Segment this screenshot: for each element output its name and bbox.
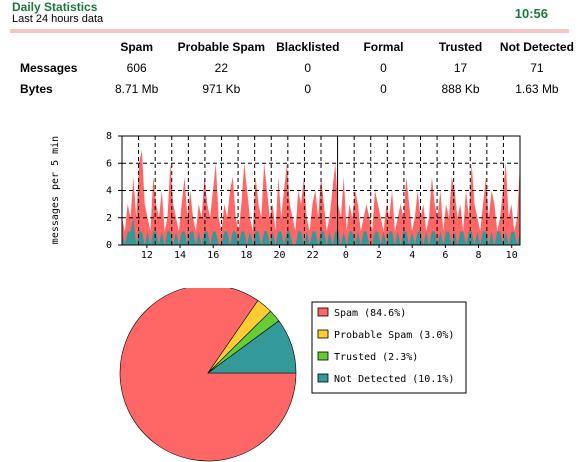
col-probable-spam: Probable Spam <box>177 39 266 54</box>
col-formal: Formal <box>363 39 404 54</box>
series-area-1 <box>122 217 520 245</box>
row-label-bytes: Bytes <box>20 81 53 96</box>
y-tick-label: 6 <box>106 158 112 169</box>
cell-value: 971 Kb <box>202 81 241 96</box>
x-tick-label: 4 <box>409 250 415 261</box>
col-trusted: Trusted <box>438 39 483 54</box>
y-axis-label: messages per 5 min <box>50 136 61 244</box>
x-tick-label: 10 <box>506 250 518 261</box>
page-title: Daily Statistics <box>12 0 98 14</box>
table-row: Bytes 8.71 Mb 971 Kb 0 0 888 Kb 1.63 Mb <box>12 78 580 99</box>
x-tick-label: 0 <box>343 250 349 261</box>
legend-swatch <box>317 329 329 339</box>
x-tick-label: 8 <box>476 250 482 261</box>
pie-slice-0 <box>119 288 297 462</box>
pie-legend: Spam (84.6%) Probable Spam (3.0%) Trusted … <box>311 301 467 394</box>
x-tick-label: 2 <box>376 250 382 261</box>
legend-swatch <box>317 351 329 361</box>
stats-corner <box>12 36 106 57</box>
y-tick-label: 4 <box>106 186 112 197</box>
chart-grid <box>122 136 520 245</box>
x-tick-label: 6 <box>442 250 448 261</box>
stats-header-row: Spam Probable Spam Blacklisted Formal Tr… <box>12 36 580 57</box>
legend-swatch <box>317 307 329 317</box>
header-divider <box>10 29 569 33</box>
category-pie-chart: Spam (84.6%) Probable Spam (3.0%) Trusted … <box>119 288 467 462</box>
table-row: Messages 606 22 0 0 17 71 <box>12 57 580 78</box>
clock-time: 10:56 <box>514 6 548 21</box>
y-tick-label: 8 <box>106 131 112 142</box>
x-tick-label: 18 <box>240 250 252 261</box>
pie-slices <box>119 288 297 462</box>
legend-box <box>311 301 467 394</box>
cell-value: 22 <box>214 60 229 75</box>
y-tick-label: 0 <box>106 240 112 251</box>
cell-value: 8.71 Mb <box>114 81 159 96</box>
col-not-detected: Not Detected <box>499 39 574 54</box>
cell-value: 0 <box>380 81 387 96</box>
legend-entry: Not Detected (10.1%) <box>334 374 454 385</box>
page-subtitle: Last 24 hours data <box>12 13 104 25</box>
cell-value: 0 <box>304 81 312 96</box>
chart-labels: 0 2 4 6 8 12 14 16 18 20 22 0 2 4 6 8 10 <box>106 131 518 261</box>
legend-entry: Trusted (2.3%) <box>334 352 418 363</box>
x-tick-label: 16 <box>207 250 219 261</box>
legend-swatch <box>317 373 329 383</box>
y-tick-label: 2 <box>106 213 112 224</box>
cell-value: 1.63 Mb <box>515 81 559 96</box>
col-blacklisted: Blacklisted <box>276 39 340 54</box>
cell-value: 0 <box>380 60 387 75</box>
x-tick-label: 20 <box>274 250 286 261</box>
legend-entry: Probable Spam (3.0%) <box>334 330 454 341</box>
legend-entry: Spam (84.6%) <box>334 308 406 319</box>
cell-value: 17 <box>453 60 468 75</box>
x-tick-label: 22 <box>307 250 319 261</box>
pie-slice-3 <box>207 320 297 374</box>
cell-value: 888 Kb <box>441 81 480 96</box>
x-tick-label: 14 <box>174 250 186 261</box>
cell-value: 0 <box>304 60 312 75</box>
cell-value: 606 <box>126 60 147 75</box>
cell-value: 71 <box>530 60 544 75</box>
stats-table: Spam Probable Spam Blacklisted Formal Tr… <box>12 36 580 99</box>
row-label-messages: Messages <box>20 60 78 75</box>
messages-time-chart: 0 2 4 6 8 12 14 16 18 20 22 0 2 4 6 8 10 messages per 5 … <box>50 131 521 261</box>
page-header: Daily Statistics Last 24 hours data 10:5… <box>0 0 580 33</box>
col-spam: Spam <box>120 39 153 54</box>
x-tick-label: 12 <box>141 250 153 261</box>
